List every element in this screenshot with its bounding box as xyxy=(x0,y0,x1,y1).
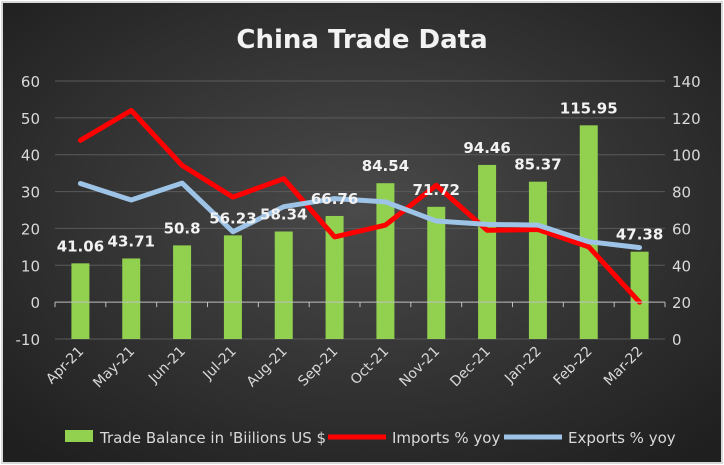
right-axis-tick-label: 0 xyxy=(672,331,682,349)
left-axis-tick-label: 40 xyxy=(21,147,40,165)
bar-data-label: 56.23 xyxy=(209,209,256,227)
line-exports xyxy=(77,180,643,251)
left-axis-tick-label: 60 xyxy=(21,73,40,91)
bar-data-label: 41.06 xyxy=(57,237,104,255)
right-axis-tick-label: 40 xyxy=(672,257,691,275)
line-imports xyxy=(77,107,643,305)
bar-trade-balance xyxy=(274,231,293,339)
left-axis-tick-label: 20 xyxy=(21,220,40,238)
bar-data-label: 43.71 xyxy=(108,232,155,250)
bar-trade-balance xyxy=(71,263,90,339)
left-axis-tick-label: 30 xyxy=(21,184,40,202)
right-axis-tick-label: 100 xyxy=(672,147,701,165)
legend-label: Imports % yoy xyxy=(392,429,500,447)
right-axis-tick-label: 120 xyxy=(672,110,701,128)
bar-trade-balance xyxy=(630,251,649,339)
bar-data-label: 115.95 xyxy=(560,99,618,117)
bar-trade-balance xyxy=(528,181,547,339)
left-axis-tick-label: 50 xyxy=(21,110,40,128)
legend-label: Exports % yoy xyxy=(568,429,676,447)
legend-label: Trade Balance in 'Biilions US $ xyxy=(99,429,326,447)
legend-swatch-bar xyxy=(65,430,93,442)
bar-data-label: 84.54 xyxy=(362,157,409,175)
bar-trade-balance xyxy=(122,258,141,339)
bar-trade-balance xyxy=(325,215,344,339)
left-axis-tick-label: -10 xyxy=(16,331,41,349)
right-axis-tick-label: 140 xyxy=(672,73,701,91)
bar-trade-balance xyxy=(579,125,598,340)
bar-data-label: 47.38 xyxy=(616,226,663,244)
left-axis-tick-label: 0 xyxy=(30,294,40,312)
left-axis-tick-label: 10 xyxy=(21,257,40,275)
bar-data-label: 85.37 xyxy=(514,156,561,174)
bar-data-label: 94.46 xyxy=(463,139,510,157)
right-axis-tick-label: 80 xyxy=(672,184,691,202)
bar-trade-balance xyxy=(427,206,446,339)
bar-data-label: 58.34 xyxy=(260,205,307,223)
chart-title: China Trade Data xyxy=(236,25,487,55)
bar-trade-balance xyxy=(478,164,497,339)
right-axis-tick-label: 60 xyxy=(672,220,691,238)
bar-data-label: 71.72 xyxy=(413,181,460,199)
bar-trade-balance xyxy=(173,245,192,339)
bar-data-label: 50.8 xyxy=(164,219,201,237)
bar-data-label: 66.76 xyxy=(311,190,358,208)
bar-trade-balance xyxy=(223,235,242,339)
right-axis-tick-label: 20 xyxy=(672,294,691,312)
